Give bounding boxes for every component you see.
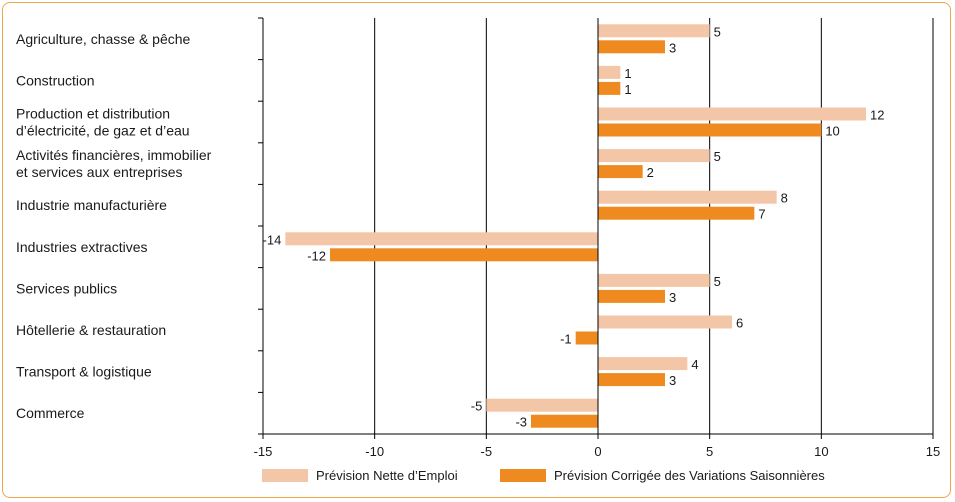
data-label: 5 [714,149,721,164]
bar [486,398,598,412]
data-label: 3 [669,373,676,388]
data-label: 6 [736,316,743,331]
category-label: Activités financières, immobilier [16,147,212,163]
x-tick-label: -5 [481,444,493,459]
data-label: 1 [624,66,631,81]
x-tick-label: 15 [926,444,940,459]
data-label: 5 [714,274,721,289]
bar [330,248,598,262]
legend-label: Prévision Nette d’Emploi [316,468,458,483]
x-tick-label: 0 [594,444,601,459]
data-label: -14 [263,232,282,247]
category-label: Hôtellerie & restauration [16,322,166,338]
category-label: et services aux entreprises [16,164,183,180]
category-label: Construction [16,72,95,88]
data-label: 5 [714,24,721,39]
bar [598,190,777,204]
data-label: 10 [825,124,839,139]
bar [598,40,665,54]
legend-swatch [262,469,308,482]
legend-swatch [500,469,546,482]
x-tick-label: 10 [814,444,828,459]
bar [598,24,710,38]
data-label: 1 [624,82,631,97]
bar [575,331,598,345]
data-label: 2 [647,165,654,180]
category-label: Production et distribution [16,106,170,122]
bar [598,165,643,179]
category-label: Commerce [16,405,85,421]
x-tick-label: 5 [706,444,713,459]
bar [598,357,688,371]
category-label: Services publics [16,280,117,296]
bar [598,373,665,387]
category-label: Transport & logistique [16,364,152,380]
bar [598,149,710,163]
bar [598,65,621,79]
data-label: 12 [870,108,884,123]
bar [598,273,710,287]
category-label: Industrie manufacturière [16,197,167,213]
data-label: -3 [515,415,527,430]
bar [598,289,665,303]
data-label: -1 [560,332,572,347]
category-label: d’électricité, de gaz et d’eau [16,123,190,139]
data-label: -12 [307,248,326,263]
bar [598,107,866,121]
data-label: 4 [691,357,698,372]
bar [598,206,755,220]
data-label: 8 [781,191,788,206]
data-label: 7 [758,207,765,222]
x-tick-label: -15 [254,444,273,459]
data-label: 3 [669,40,676,55]
category-label: Agriculture, chasse & pêche [16,31,191,47]
bar [598,315,732,329]
bar [598,81,621,95]
data-label: -5 [471,399,483,414]
legend-label: Prévision Corrigée des Variations Saison… [554,468,825,483]
bar [531,414,598,428]
bar [598,123,822,137]
category-label: Industries extractives [16,239,148,255]
x-tick-label: -10 [365,444,384,459]
data-label: 3 [669,290,676,305]
bar [285,232,598,246]
